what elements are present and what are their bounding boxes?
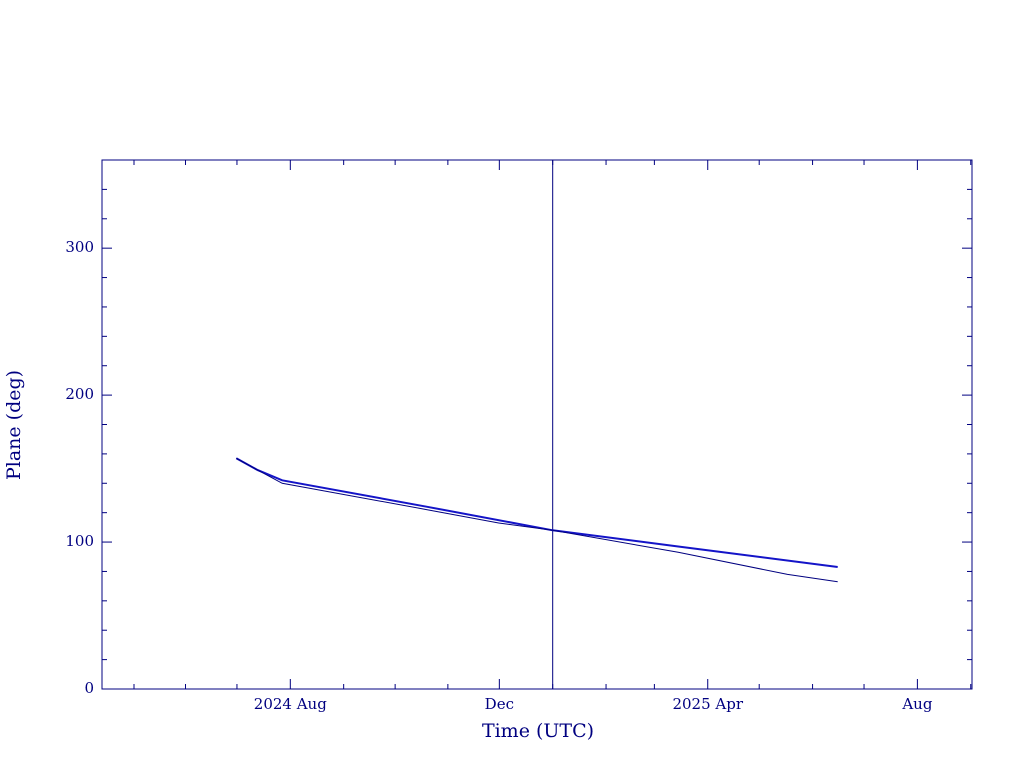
- y-tick-label: 100: [65, 532, 94, 550]
- y-tick-label: 200: [65, 385, 94, 403]
- y-axis-label: Plane (deg): [3, 370, 25, 480]
- x-tick-label: 2025 Apr: [672, 695, 743, 713]
- x-tick-label: 2024 Aug: [254, 695, 327, 713]
- x-axis-label: Time (UTC): [482, 720, 594, 742]
- x-tick-label: Dec: [485, 695, 514, 713]
- plot-frame: [101, 159, 973, 690]
- x-tick-label: Aug: [901, 695, 932, 713]
- y-tick-label: 300: [65, 238, 94, 256]
- data-line: [235, 457, 838, 568]
- y-tick-label: 0: [84, 679, 94, 697]
- data-line: [236, 457, 838, 583]
